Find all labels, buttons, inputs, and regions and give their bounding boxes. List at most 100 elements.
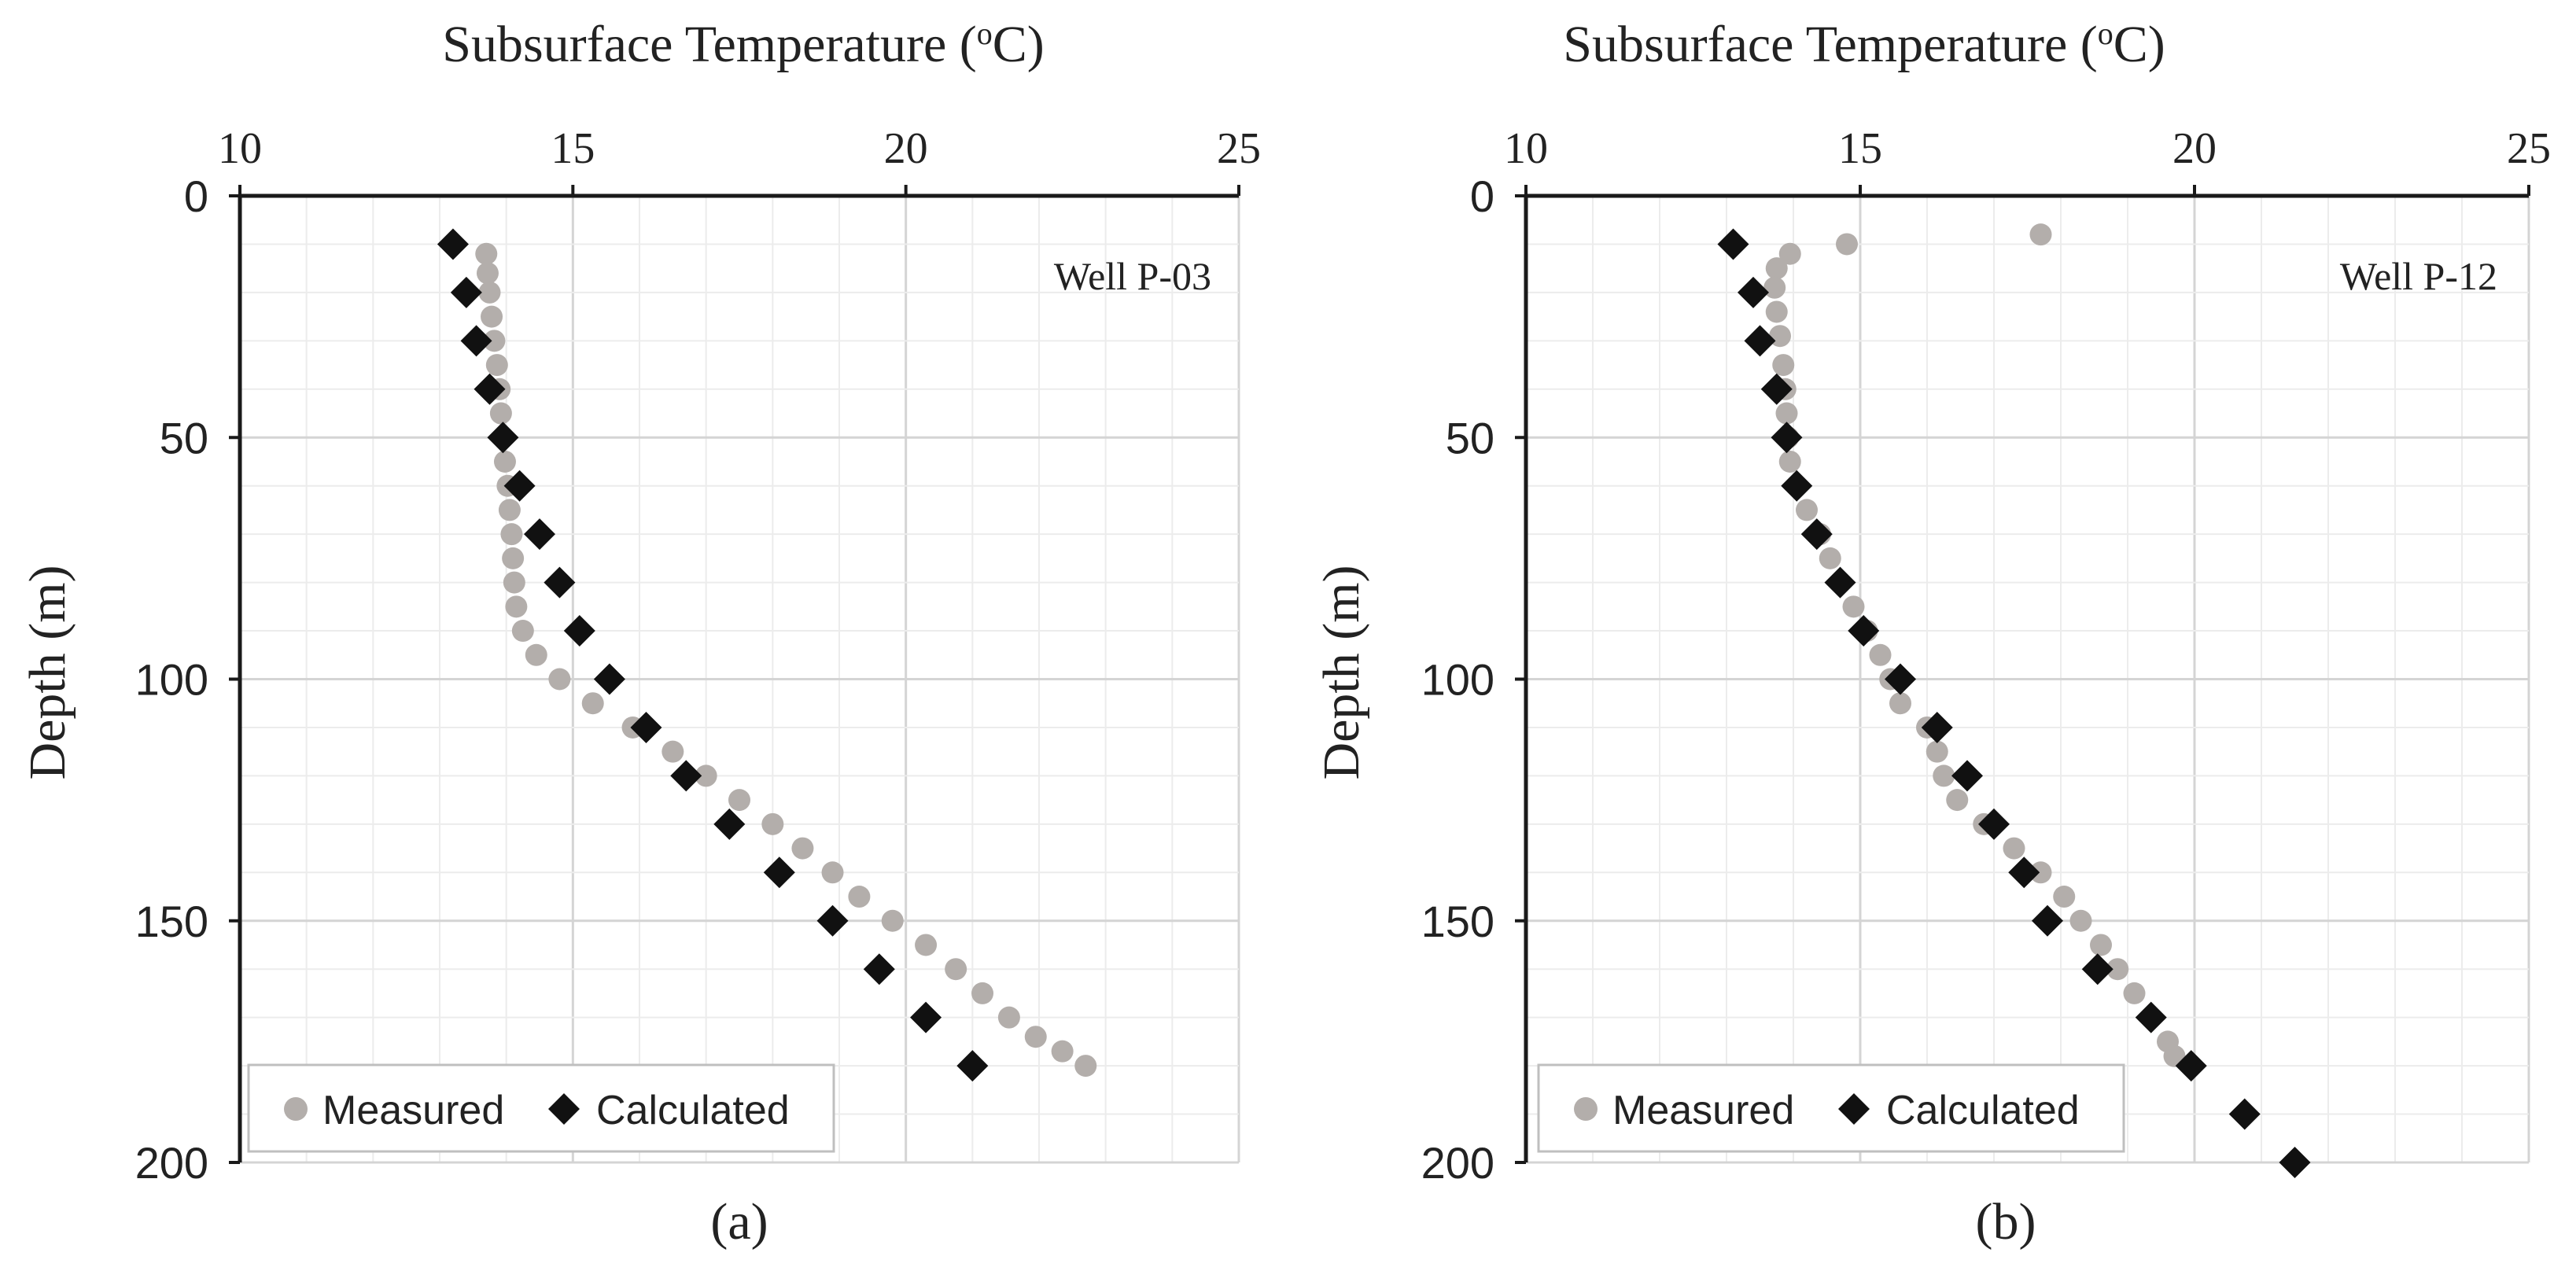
y-tick-label: 200	[135, 1138, 208, 1188]
calculated-point	[1771, 422, 1803, 454]
x-tick-label: 20	[2172, 124, 2217, 173]
y-axis-title-b: Depth (m)	[1313, 565, 1370, 779]
measured-point	[662, 740, 684, 763]
measured-point	[483, 330, 506, 352]
tick-labels-a: 10 15 20 25 0 50 100 150 200	[135, 124, 1261, 1188]
measured-point	[821, 861, 844, 884]
legend-measured-marker-a	[284, 1097, 308, 1121]
measured-point	[498, 499, 521, 521]
measured-point	[476, 262, 499, 285]
legend-measured-marker-b	[1574, 1097, 1598, 1121]
measured-point	[1765, 257, 1788, 280]
measured-point	[489, 402, 512, 425]
panel-label-b: (b)	[1976, 1193, 2036, 1251]
calculated-point	[2135, 1001, 2167, 1033]
measured-point	[581, 692, 604, 715]
measured-point	[1819, 547, 1841, 569]
calculated-point	[524, 518, 555, 551]
calculated-point	[2032, 904, 2063, 937]
measured-point	[1946, 789, 1969, 812]
measured-point	[502, 547, 525, 569]
calculated-point	[503, 470, 536, 502]
measured-point	[848, 886, 871, 908]
measured-point	[525, 643, 547, 666]
calculated-point	[1738, 276, 1769, 308]
measured-point	[2123, 982, 2146, 1004]
measured-point	[2069, 909, 2092, 932]
legend-b: Measured Calculated	[1537, 1063, 2125, 1153]
calculated-point	[2081, 953, 2113, 985]
measured-point	[503, 571, 525, 594]
measured-point	[1074, 1055, 1097, 1078]
calculated-point	[1921, 711, 1953, 743]
calculated-point	[544, 566, 576, 599]
measured-point	[915, 934, 938, 956]
x-axis-title-b: Subsurface Temperature (oC)	[1563, 16, 2165, 74]
legend-box-a	[247, 1063, 835, 1153]
measured-point	[2029, 861, 2052, 884]
measured-point	[761, 812, 784, 835]
calculated-point	[563, 615, 595, 647]
legend-calculated-label-b: Calculated	[1886, 1088, 2080, 1133]
measured-point	[511, 620, 534, 643]
measured-point	[505, 595, 528, 618]
axes-a	[229, 185, 1240, 1164]
x-tick-label: 25	[2507, 124, 2551, 173]
well-label-b: Well P-12	[2340, 254, 2497, 298]
measured-point	[997, 1006, 1020, 1029]
measured-point	[971, 982, 994, 1004]
calculated-point	[863, 953, 895, 985]
measured-point	[728, 789, 750, 812]
calculated-point	[2008, 857, 2040, 889]
measured-point	[2090, 934, 2112, 956]
series-b	[1717, 223, 2311, 1178]
calculated-point	[1744, 325, 1776, 357]
calculated-point	[630, 711, 662, 743]
measured-point	[1778, 242, 1801, 265]
y-tick-label: 0	[1470, 171, 1494, 221]
measured-point	[2029, 223, 2052, 246]
x-tick-label: 10	[1504, 124, 1548, 173]
y-axis-title-a: Depth (m)	[19, 565, 76, 779]
measured-point	[1772, 354, 1795, 377]
calculated-point	[450, 276, 482, 308]
measured-point	[478, 281, 501, 304]
legend-measured-label-a: Measured	[322, 1088, 504, 1133]
y-tick-label: 100	[1421, 655, 1494, 705]
panel-label-a: (a)	[710, 1193, 768, 1251]
calculated-point	[1848, 615, 1880, 647]
measured-point	[1051, 1040, 1074, 1063]
calculated-point	[2228, 1098, 2261, 1130]
calculated-point	[1978, 808, 2010, 840]
measured-point	[1775, 402, 1798, 425]
y-tick-label: 200	[1421, 1138, 1494, 1188]
measured-point	[1933, 764, 1955, 787]
measured-point	[475, 242, 498, 265]
calculated-point	[1800, 518, 1833, 551]
measured-point	[548, 668, 571, 691]
measured-point	[1763, 276, 1786, 299]
well-label-a: Well P-03	[1054, 254, 1211, 298]
y-tick-label: 150	[1421, 897, 1494, 946]
calculated-point	[2175, 1050, 2207, 1082]
calculated-point	[816, 904, 849, 937]
calculated-point	[2279, 1147, 2311, 1178]
measured-point	[2053, 886, 2076, 908]
x-tick-label: 20	[884, 124, 928, 173]
measured-point	[695, 764, 717, 787]
y-tick-label: 150	[135, 897, 208, 946]
legend-a: Measured Calculated	[247, 1063, 835, 1153]
calculated-point	[1781, 470, 1813, 502]
measured-point	[1926, 740, 1948, 763]
y-tick-label: 100	[135, 655, 208, 705]
measured-point	[1842, 595, 1865, 618]
axes-b	[1515, 185, 2530, 1164]
calculated-point	[1824, 566, 1856, 599]
measured-point	[1765, 300, 1788, 323]
calculated-point	[956, 1050, 989, 1082]
measured-point	[493, 450, 516, 473]
measured-point	[500, 523, 523, 546]
calculated-point	[460, 325, 492, 357]
calculated-point	[1717, 228, 1749, 260]
